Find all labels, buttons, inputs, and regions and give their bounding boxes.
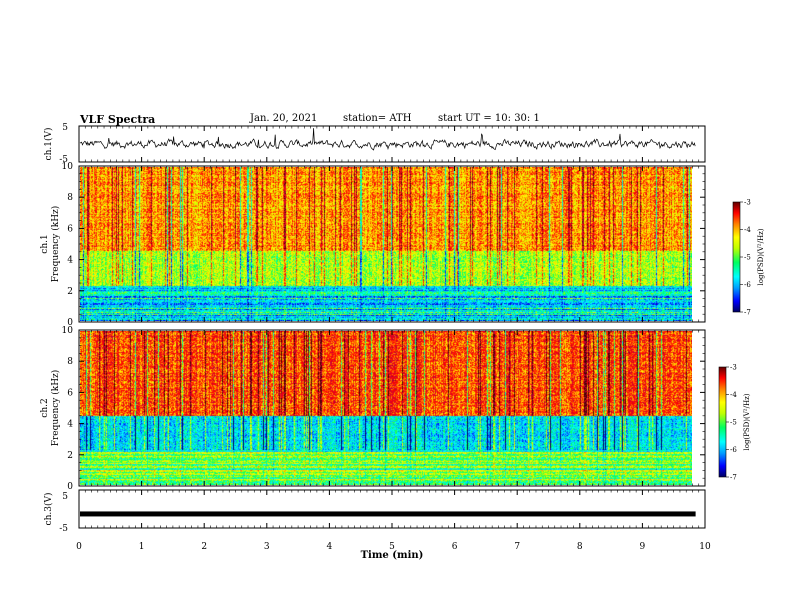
y-tick-label: 4	[67, 420, 73, 430]
x-axis: 0 1 2 3 4 5 6 7 8 9 10	[76, 126, 711, 552]
colorbar-tick-label: -3	[730, 364, 737, 372]
ch2-spectrogram	[80, 331, 692, 485]
ch2-colorbar-ticks: -3 -4 -5 -6 -7	[726, 364, 737, 482]
ch2-spectrogram-chlabel: ch.2	[40, 398, 50, 417]
colorbar-tick-label: -4	[744, 226, 751, 234]
ch2-spectrogram-ylabel: Frequency (kHz)	[50, 370, 61, 447]
ch2-colorbar-label: log(PSD)(V²/Hz)	[743, 393, 751, 450]
ch3-waveform-panel: 5 -5 ch.3(V)	[43, 489, 706, 534]
x-tick-label: 7	[514, 542, 520, 552]
ch2-spectrogram-yticks: 0 2 4 6 8 10	[62, 326, 705, 492]
station-label: station= ATH	[343, 113, 412, 124]
ch1-spectrogram-ylabel: Frequency (kHz)	[50, 206, 61, 283]
x-tick-label: 3	[264, 542, 270, 552]
x-axis-label: Time (min)	[361, 550, 424, 561]
ch1-waveform-panel: 5 -5 ch.1(V)	[43, 123, 706, 165]
ch1-spectrogram	[80, 167, 692, 321]
x-tick-label: 10	[699, 542, 711, 552]
ch1-waveform-ytick-bottom: -5	[59, 155, 68, 165]
y-tick-label: 2	[67, 451, 73, 461]
ch1-waveform-ylabel: ch.1(V)	[43, 128, 54, 161]
colorbar-tick-label: -7	[744, 309, 751, 317]
ch1-colorbar-label: log(PSD)(V²/Hz)	[757, 228, 765, 285]
ch1-waveform-ytick-top: 5	[62, 123, 68, 133]
ch1-colorbar-gradient	[732, 201, 741, 313]
ch2-colorbar: -3 -4 -5 -6 -7 log(PSD)(V²/Hz)	[718, 364, 751, 482]
y-tick-label: 8	[67, 193, 73, 203]
ch1-spectrogram-yticks: 0 2 4 6 8 10	[62, 162, 705, 328]
ch1-spectrogram-panel: 0 2 4 6 8 10 ch.1 Frequency (kHz)	[40, 162, 706, 328]
y-tick-label: 10	[62, 162, 74, 172]
colorbar-tick-label: -4	[730, 391, 737, 399]
x-tick-label: 6	[452, 542, 458, 552]
ch3-waveform-frame	[78, 489, 706, 529]
chart-title: VLF Spectra	[80, 113, 156, 126]
y-tick-label: 10	[62, 326, 74, 336]
ch2-colorbar-gradient	[718, 366, 727, 478]
x-tick-label: 9	[640, 542, 646, 552]
x-tick-label: 0	[76, 542, 82, 552]
ch2-spectrogram-panel: 0 2 4 6 8 10 ch.2 Frequency (kHz)	[40, 326, 706, 492]
ch3-waveform-ytick-bottom: -5	[59, 524, 68, 534]
start-ut-label: start UT = 10: 30: 1	[438, 113, 540, 124]
colorbar-tick-label: -6	[730, 446, 737, 454]
y-tick-label: 0	[67, 482, 73, 492]
y-tick-label: 6	[67, 388, 73, 398]
colorbar-tick-label: -5	[744, 254, 751, 262]
ch1-spectrogram-chlabel: ch.1	[40, 234, 50, 253]
colorbar-tick-label: -7	[730, 474, 737, 482]
y-tick-label: 6	[67, 224, 73, 234]
colorbar-tick-label: -3	[744, 199, 751, 207]
x-tick-label: 2	[201, 542, 207, 552]
ch3-waveform-ylabel: ch.3(V)	[43, 493, 54, 526]
colorbar-tick-label: -5	[730, 419, 737, 427]
ch3-waveform-trace	[80, 511, 696, 517]
x-tick-label: 8	[577, 542, 583, 552]
x-tick-label: 5	[389, 542, 395, 552]
x-tick-label: 4	[327, 542, 333, 552]
y-tick-label: 2	[67, 287, 73, 297]
colorbar-tick-label: -6	[744, 281, 751, 289]
y-tick-label: 0	[67, 318, 73, 328]
ch3-waveform-ytick-top: 5	[62, 492, 68, 502]
date-label: Jan. 20, 2021	[250, 113, 318, 124]
x-tick-label: 1	[139, 542, 145, 552]
y-tick-label: 4	[67, 256, 73, 266]
y-tick-label: 8	[67, 357, 73, 367]
ch1-colorbar: -3 -4 -5 -6 -7 log(PSD)(V²/Hz)	[732, 199, 765, 317]
ch1-colorbar-ticks: -3 -4 -5 -6 -7	[740, 199, 751, 317]
ch1-waveform-trace	[79, 128, 696, 151]
